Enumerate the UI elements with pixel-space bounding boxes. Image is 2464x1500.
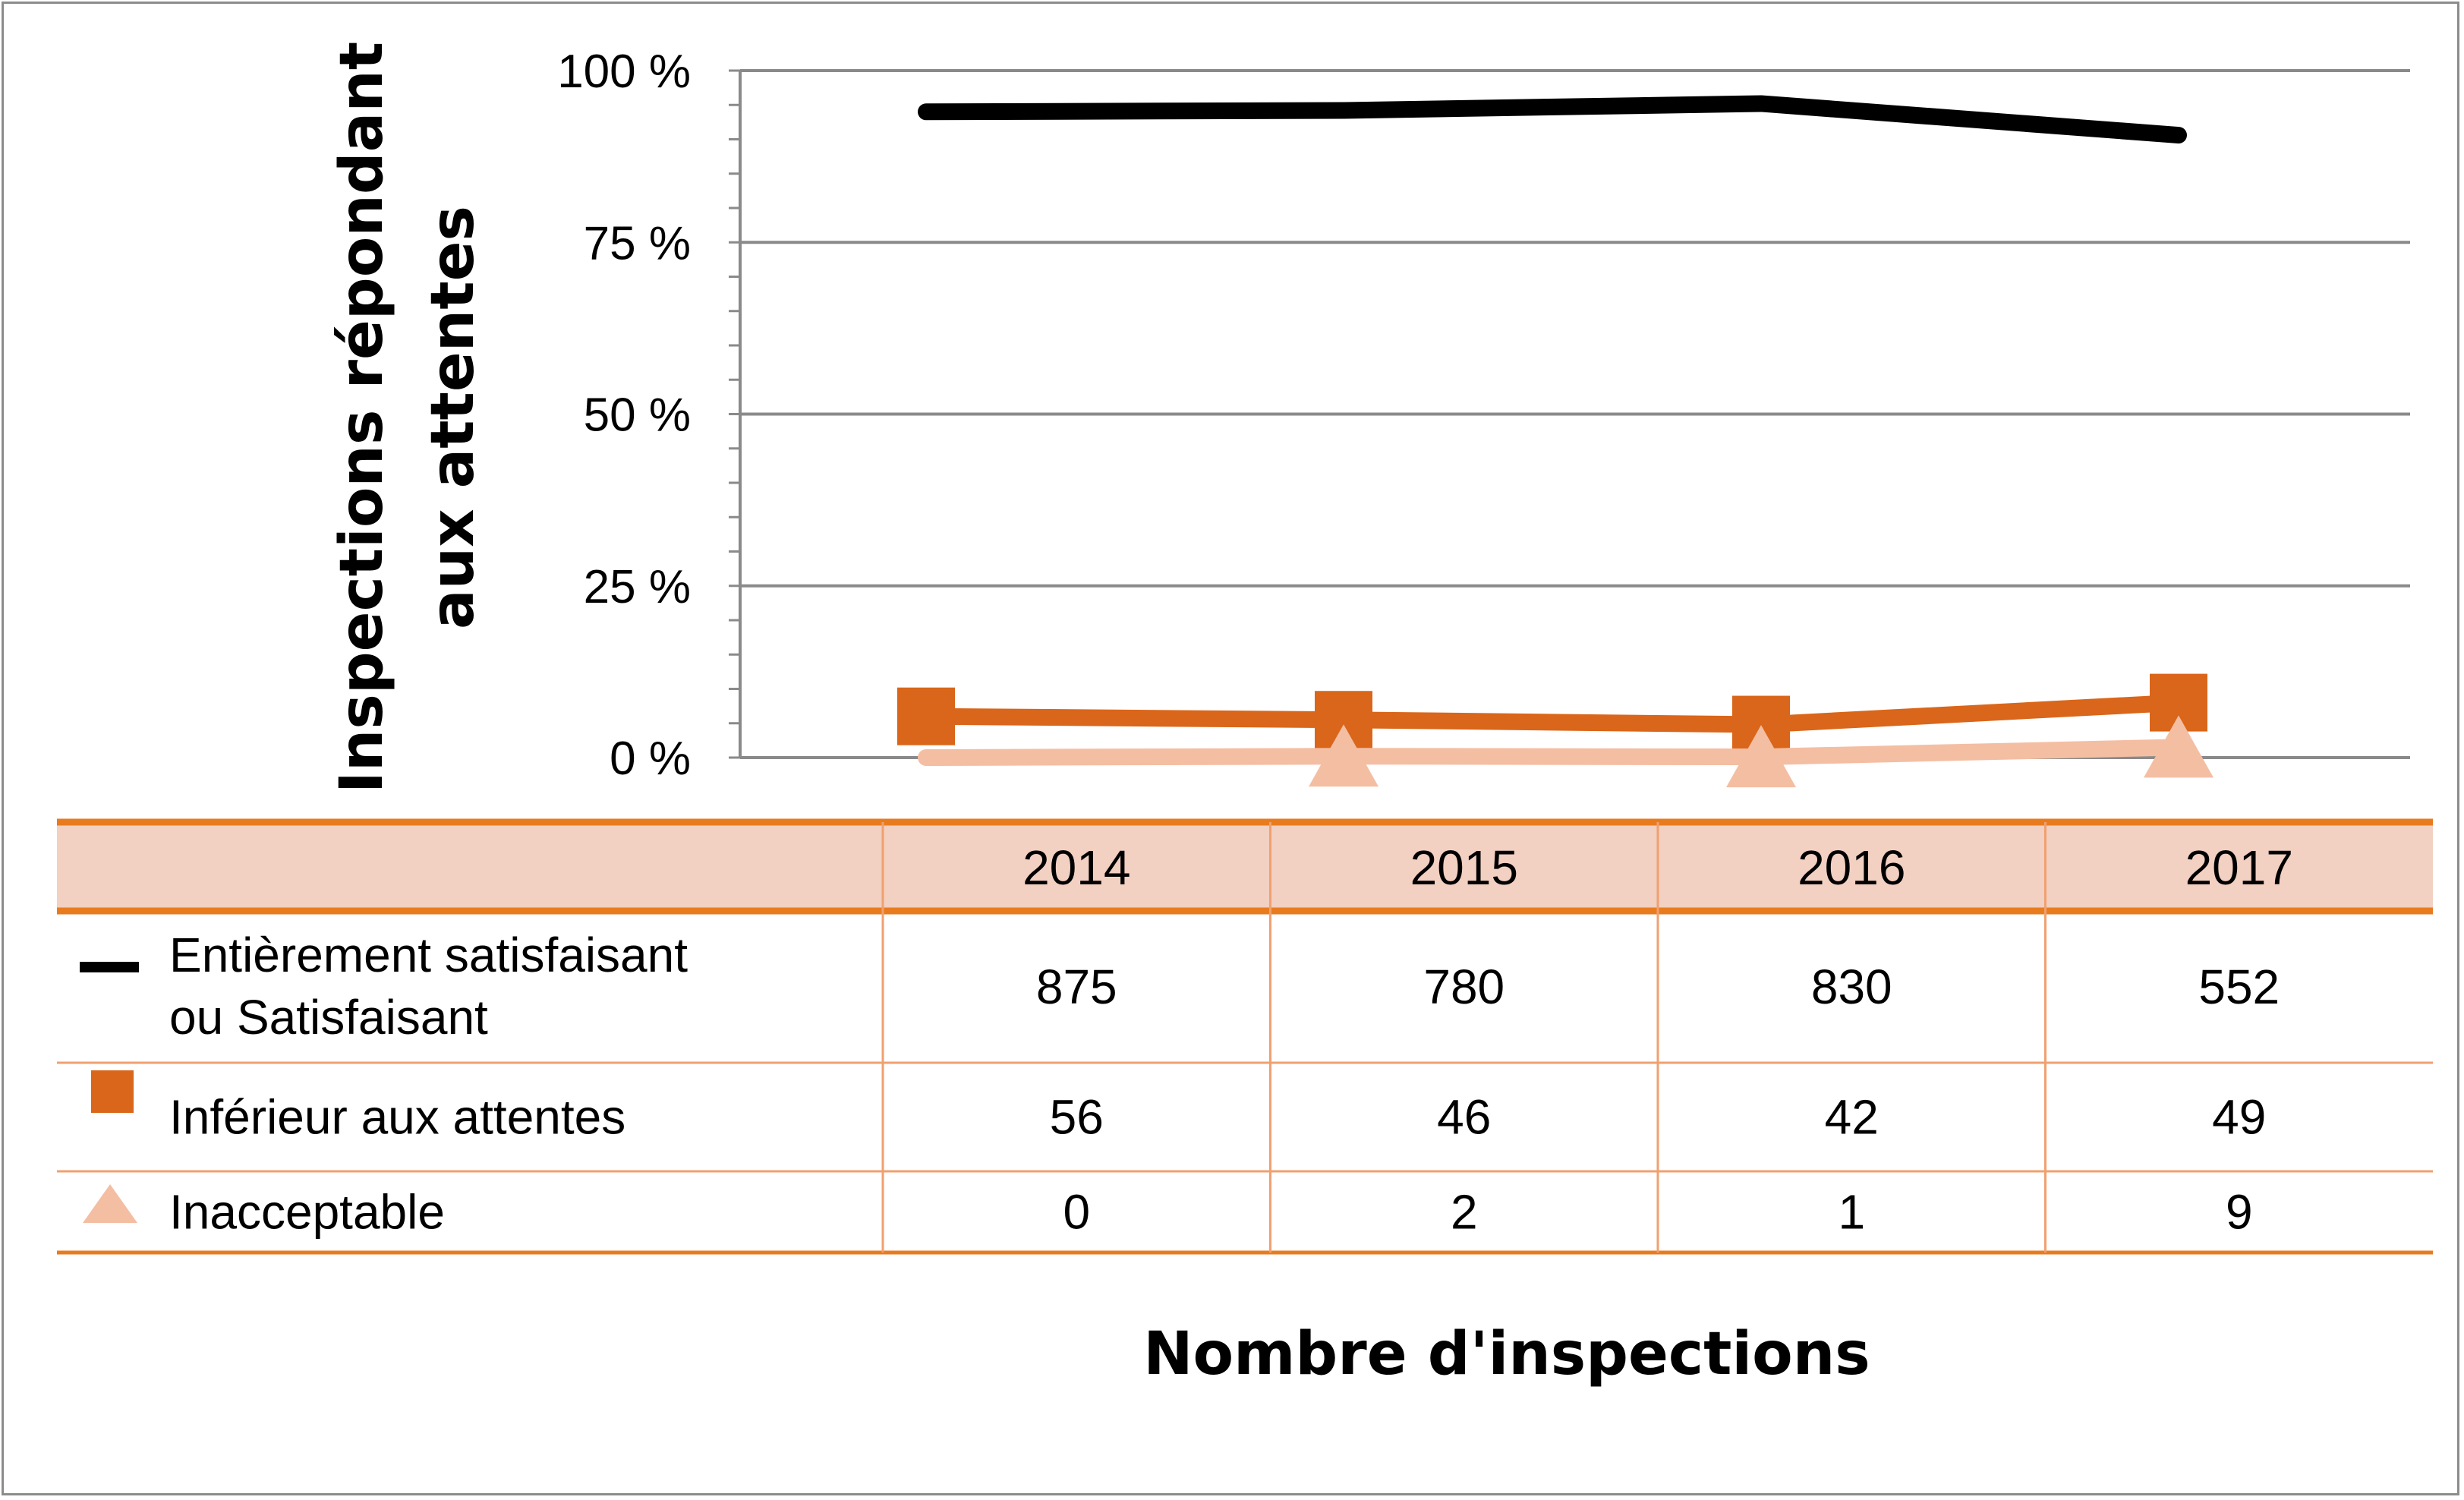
legend-line-marker bbox=[80, 962, 139, 972]
table-header-bg bbox=[57, 822, 2433, 911]
table-cell: 830 bbox=[1811, 960, 1892, 1014]
table-header-cell: 2014 bbox=[1022, 840, 1130, 895]
y-tick-label: 100 % bbox=[557, 46, 691, 98]
chart-svg: 0 % 25 % 50 % 75 % 100 % Inspections répondan… bbox=[57, 42, 2433, 1388]
table-cell: 552 bbox=[2198, 960, 2280, 1014]
table-cell: 780 bbox=[1423, 960, 1505, 1014]
table-header-cell: 2017 bbox=[2185, 840, 2293, 895]
table-header-cell: 2016 bbox=[1798, 840, 1905, 895]
table-header-cell: 2015 bbox=[1410, 840, 1518, 895]
table-cell: 49 bbox=[2212, 1090, 2266, 1145]
y-tick-label: 50 % bbox=[584, 389, 691, 442]
table-cell: 46 bbox=[1437, 1090, 1491, 1145]
y-tick-label: 75 % bbox=[584, 217, 691, 269]
series-line bbox=[918, 694, 2187, 733]
table-cell: 56 bbox=[1050, 1090, 1104, 1145]
y-tick-label: 0 % bbox=[610, 733, 691, 785]
legend-triangle-marker bbox=[83, 1184, 137, 1223]
table-cell: 42 bbox=[1825, 1090, 1879, 1145]
data-point-triangle bbox=[1726, 725, 1796, 788]
data-point-triangle bbox=[1309, 724, 1379, 787]
data-point-triangle bbox=[2144, 715, 2214, 778]
table-cell: 9 bbox=[2226, 1185, 2253, 1240]
table-cell: 875 bbox=[1036, 960, 1117, 1014]
table-row-label: Entièrement satisfaisant bbox=[169, 928, 688, 982]
series-line bbox=[918, 739, 2187, 766]
series-line bbox=[918, 95, 2187, 144]
y-axis-title: Inspections répondant bbox=[328, 42, 396, 793]
y-axis-title: aux attentes bbox=[419, 206, 487, 629]
y-tick-label: 25 % bbox=[584, 561, 691, 613]
data-point-square bbox=[897, 687, 955, 745]
table-cell: 2 bbox=[1451, 1185, 1478, 1240]
table-cell: 1 bbox=[1838, 1185, 1865, 1240]
table-row-label: ou Satisfaisant bbox=[169, 990, 488, 1045]
table-row-label: Inacceptable bbox=[169, 1185, 445, 1240]
table-cell: 0 bbox=[1063, 1185, 1090, 1240]
x-axis-title: Nombre d'inspections bbox=[1143, 1320, 1870, 1388]
legend-square-marker bbox=[91, 1070, 134, 1113]
table-row-label: Inférieur aux attentes bbox=[169, 1090, 625, 1145]
